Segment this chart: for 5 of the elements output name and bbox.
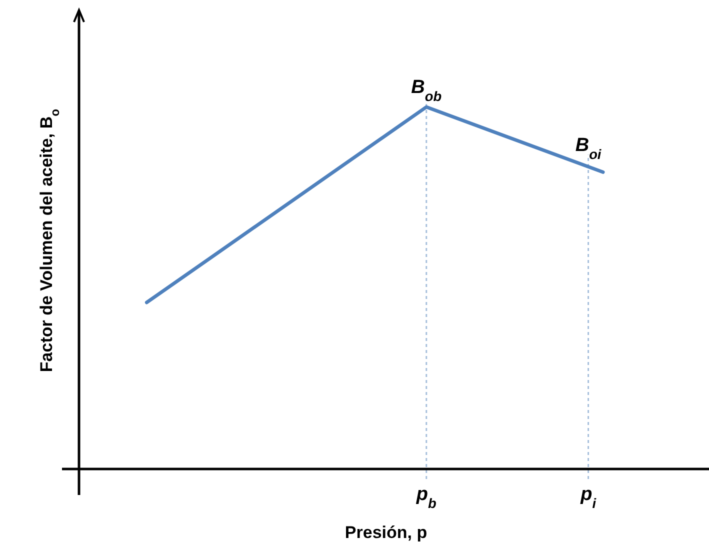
annotation: B$_{oi}$ (575, 134, 602, 162)
x-tick-label: p$_{b}$ (415, 484, 436, 510)
x-axis-title: Presión, p (344, 523, 428, 542)
annotation: B$_{ob}$ (411, 77, 442, 104)
x-tick-label: p$_{i}$ (580, 484, 598, 510)
